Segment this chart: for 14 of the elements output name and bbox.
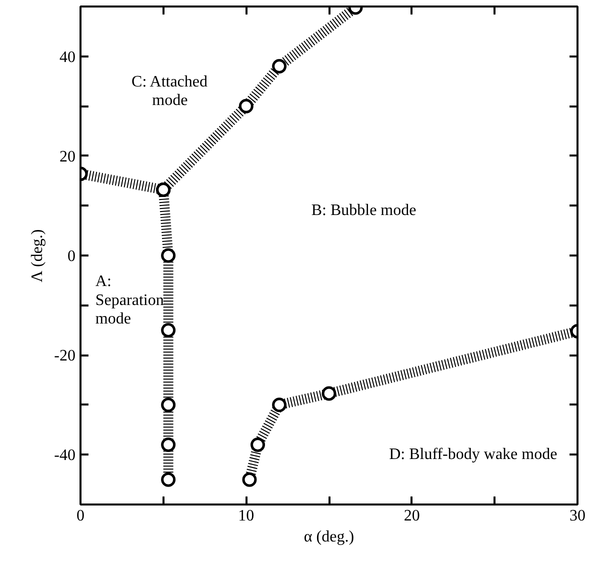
y-tick-label: 40 [60, 48, 76, 66]
x-tick-label: 10 [238, 508, 254, 524]
annotation: C: Attached mode [132, 73, 208, 110]
y-tick-label: -20 [54, 348, 76, 365]
y-tick-label: 0 [68, 248, 76, 265]
y-axis-title: Λ (deg.) [29, 229, 46, 282]
x-tick-label: 20 [404, 508, 420, 524]
annotation: D: Bluff-body wake mode [389, 446, 558, 464]
y-tick-label: 20 [60, 148, 76, 166]
annotation: A: Separation mode [95, 273, 164, 328]
y-tick-label: -40 [54, 447, 76, 464]
x-tick-label: 30 [570, 508, 586, 524]
annotation: B: Bubble mode [311, 202, 416, 220]
x-axis-title: α (deg.) [304, 528, 354, 546]
